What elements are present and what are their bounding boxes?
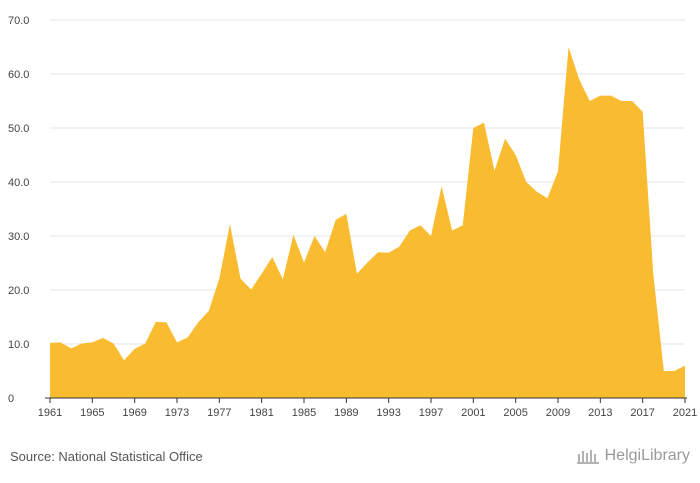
data-point-1986[interactable] [313,234,317,238]
x-tick-label: 2021 [673,407,697,419]
data-point-2018[interactable] [651,272,655,276]
data-point-2005[interactable] [514,153,518,157]
x-tick-label: 1985 [292,407,316,419]
x-tick-label: 1997 [419,407,443,419]
data-point-1963[interactable] [69,346,73,350]
data-point-1987[interactable] [323,250,327,254]
data-point-1996[interactable] [418,223,422,227]
data-point-1991[interactable] [366,260,370,264]
data-point-1966[interactable] [101,336,105,340]
x-tick-label: 1993 [376,407,400,419]
x-tick-label: 1969 [122,407,146,419]
data-point-2013[interactable] [598,94,602,98]
data-point-1962[interactable] [59,340,63,344]
data-point-1967[interactable] [112,341,116,345]
data-point-2003[interactable] [493,169,497,173]
series-area [48,45,687,398]
x-tick-label: 1961 [38,407,62,419]
data-point-2008[interactable] [545,196,549,200]
data-point-1971[interactable] [154,320,158,324]
data-point-1998[interactable] [440,184,444,188]
data-point-2011[interactable] [577,77,581,81]
data-point-2002[interactable] [482,121,486,125]
x-tick-label: 2005 [503,407,527,419]
data-point-1961[interactable] [48,341,52,345]
data-point-2009[interactable] [556,169,560,173]
data-point-1999[interactable] [450,229,454,233]
data-point-2019[interactable] [662,369,666,373]
data-point-1965[interactable] [90,340,94,344]
data-point-1969[interactable] [133,347,137,351]
data-point-2016[interactable] [630,99,634,103]
axes [45,397,687,403]
y-tick-label: 20.0 [8,285,29,297]
data-point-1997[interactable] [429,234,433,238]
x-tick-label: 1981 [249,407,273,419]
grid-lines [50,19,685,345]
x-tick-label: 2013 [588,407,612,419]
data-point-1979[interactable] [239,277,243,281]
data-point-1982[interactable] [270,255,274,259]
y-tick-label: 70.0 [8,15,29,27]
area-chart: 010.020.030.040.050.060.070.0 1961 1965 19… [8,15,697,419]
source-note: Source: National Statistical Office [10,449,203,464]
data-point-1977[interactable] [217,277,221,281]
data-point-1980[interactable] [249,287,253,291]
y-tick-label: 0 [8,393,14,405]
data-point-2017[interactable] [641,110,645,114]
y-tick-label: 50.0 [8,123,29,135]
data-point-1992[interactable] [376,250,380,254]
data-point-1976[interactable] [207,309,211,313]
data-point-1973[interactable] [175,340,179,344]
data-point-2021[interactable] [683,364,687,368]
data-point-1995[interactable] [408,229,412,233]
data-point-1988[interactable] [334,218,338,222]
x-tick-label: 1977 [207,407,231,419]
helgi-library-brand[interactable]: HelgiLibrary [576,447,690,465]
data-point-2001[interactable] [471,126,475,130]
data-point-1983[interactable] [281,277,285,281]
data-point-2006[interactable] [524,180,528,184]
data-point-1984[interactable] [291,233,295,237]
data-point-1989[interactable] [344,212,348,216]
x-tick-label: 2001 [461,407,485,419]
data-point-1972[interactable] [164,320,168,324]
data-point-2004[interactable] [503,137,507,141]
data-point-2007[interactable] [535,190,539,194]
data-point-2010[interactable] [567,45,571,49]
y-tick-label: 30.0 [8,231,29,243]
data-point-1975[interactable] [196,320,200,324]
x-tick-label: 2017 [630,407,654,419]
data-point-1964[interactable] [80,341,84,345]
data-point-1994[interactable] [397,245,401,249]
data-point-1970[interactable] [143,341,147,345]
y-tick-label: 40.0 [8,177,29,189]
data-point-1968[interactable] [122,358,126,362]
data-point-1990[interactable] [355,272,359,276]
data-point-2020[interactable] [672,369,676,373]
data-point-2015[interactable] [620,99,624,103]
area-series-value [50,47,685,398]
y-tick-label: 60.0 [8,69,29,81]
data-point-1981[interactable] [260,272,264,276]
x-axis-tick-labels: 1961 1965 1969 1973 1977 1981 1985 1989 1993 1997… [38,407,697,419]
data-point-1993[interactable] [387,251,391,255]
x-tick-label: 2009 [546,407,570,419]
y-tick-label: 10.0 [8,339,29,351]
y-axis-tick-labels: 0 10.0 20.0 30.0 40.0 50.0 60.0 70.0 [8,15,29,405]
data-point-2000[interactable] [461,223,465,227]
x-tick-label: 1989 [334,407,358,419]
x-tick-label: 1973 [165,407,189,419]
x-tick-label: 1965 [80,407,104,419]
brand-name: HelgiLibrary [604,447,690,464]
data-point-2014[interactable] [609,94,613,98]
data-point-1985[interactable] [302,260,306,264]
library-logo-icon [576,450,599,464]
data-point-1978[interactable] [228,222,232,226]
data-point-1974[interactable] [186,336,190,340]
data-point-2012[interactable] [588,99,592,103]
